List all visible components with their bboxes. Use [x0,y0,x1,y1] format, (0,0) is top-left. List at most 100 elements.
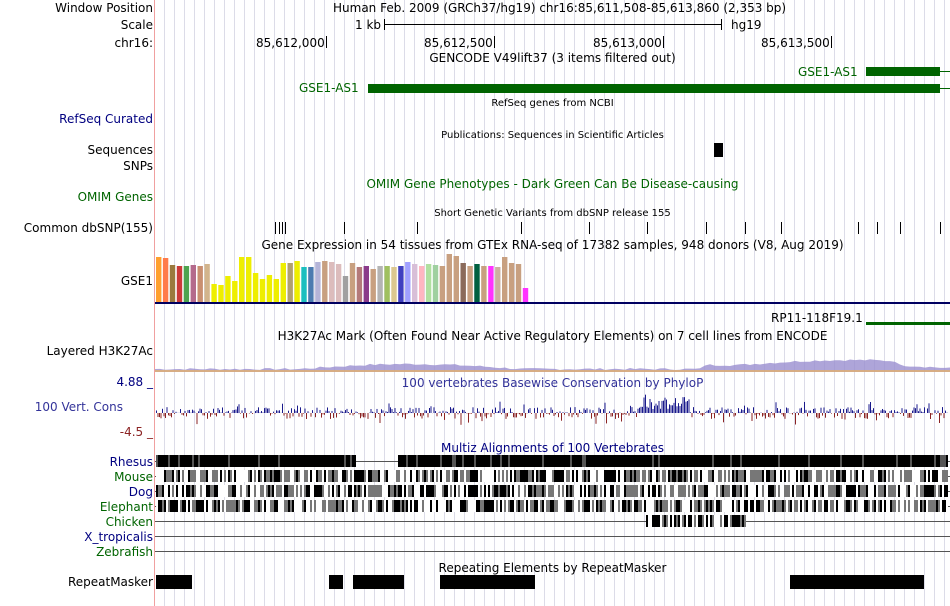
species-label-mouse[interactable]: Mouse [114,470,153,484]
phylop-bar [669,404,670,413]
species-label-x-tropicalis[interactable]: X_tropicalis [84,530,153,544]
phylop-bar [682,397,684,413]
phylop-bar [187,410,189,413]
alignment-block [910,500,912,512]
gtex-gene-label[interactable]: GSE1 [120,274,153,288]
gene-label-gse1-as1[interactable]: GSE1-AS1 [798,65,858,79]
alignment-block [686,470,688,482]
alignment-block [612,455,614,467]
gencode-track-title[interactable]: GENCODE V49lift37 (3 items filtered out) [429,51,676,65]
sequences-track-label[interactable]: Sequences [87,143,153,157]
alignment-block [740,470,742,482]
species-label-zebrafish[interactable]: Zebrafish [96,545,153,559]
alignment-block [792,455,794,467]
dbsnp-track-label[interactable]: Common dbSNP(155) [23,221,153,235]
alignment-block [876,485,878,497]
alignment-block [290,470,292,482]
alignment-block [854,455,856,467]
alignment-block [650,470,652,482]
alignment-block [928,485,930,497]
alignment-block [736,455,738,467]
alignment-block [260,485,262,497]
phylop-bar [370,409,372,414]
phylop-bar [403,413,405,415]
alignment-block [808,500,810,512]
phylop-bar [585,409,586,414]
alignment-block [392,500,394,512]
phylop-bar [213,408,214,414]
alignment-block [396,470,398,482]
conservation-track-label[interactable]: 100 Vert. Cons [34,400,123,414]
phylop-bar [306,413,307,419]
species-label-chicken[interactable]: Chicken [105,515,153,529]
rp11-gene-label[interactable]: RP11-118F19.1 [771,311,863,325]
multiz-track-title[interactable]: Multiz Alignments of 100 Vertebrates [440,441,665,455]
alignment-block [416,455,418,467]
h3k27ac-track-label[interactable]: Layered H3K27Ac [46,344,153,358]
alignment-block [670,500,672,512]
omim-track-title[interactable]: OMIM Gene Phenotypes - Dark Green Can Be… [366,177,739,191]
repeatmasker-track-title[interactable]: Repeating Elements by RepeatMasker [438,561,667,575]
phylop-bar [906,409,907,413]
alignment-block [408,500,410,512]
phylop-bar [799,408,801,414]
alignment-block [780,470,782,482]
alignment-block [514,470,516,482]
alignment-block [776,455,778,467]
refseq-track-title[interactable]: RefSeq genes from NCBI [491,98,614,109]
gtex-tissue-bar [246,257,252,302]
alignment-block [698,485,700,497]
publications-track-title[interactable]: Publications: Sequences in Scientific Ar… [441,130,664,141]
alignment-block [460,485,462,497]
alignment-block [166,500,168,512]
alignment-block [538,500,540,512]
alignment-block [452,470,454,482]
alignment-block [500,455,502,467]
alignment-block [174,470,176,482]
alignment-block [348,485,350,497]
phylop-bar [711,413,712,419]
gtex-tissue-bar [405,262,411,302]
refseq-track-label[interactable]: RefSeq Curated [59,112,153,126]
alignment-block [942,470,944,482]
alignment-block [728,455,730,467]
alignment-block [290,485,292,497]
gtex-tissue-bar [481,266,487,302]
alignment-block [430,485,432,497]
phylop-bar [469,413,471,414]
alignment-block [864,455,866,467]
alignment-block [852,485,854,497]
alignment-block [258,485,260,497]
h3k27ac-track-title[interactable]: H3K27Ac Mark (Often Found Near Active Re… [277,329,828,343]
publication-sequence-item[interactable] [714,143,723,157]
species-label-rhesus[interactable]: Rhesus [109,455,153,469]
omim-track-label[interactable]: OMIM Genes [77,190,153,204]
snps-track-label[interactable]: SNPs [123,159,153,173]
alignment-block [584,470,586,482]
alignment-block [410,485,412,497]
phylop-bar [618,413,619,418]
alignment-block [474,485,476,497]
dbsnp-track-title[interactable]: Short Genetic Variants from dbSNP releas… [434,208,671,219]
phylop-bar [805,409,807,414]
alignment-block [254,500,256,512]
alignment-block [294,455,296,467]
alignment-block [180,500,182,512]
species-label-elephant[interactable]: Elephant [99,500,153,514]
gene-label-gse1-as1[interactable]: GSE1-AS1 [299,81,359,95]
alignment-block [688,500,690,512]
alignment-block [578,455,580,467]
alignment-block [856,455,858,467]
repeatmasker-track-label[interactable]: RepeatMasker [67,575,153,589]
gtex-track-title[interactable]: Gene Expression in 54 tissues from GTEx … [261,238,844,252]
phylop-bar [679,406,681,413]
alignment-block [830,500,832,512]
phylop-bar [238,404,240,414]
gtex-tissue-bar [495,267,501,302]
alignment-block [616,455,618,467]
conservation-track-title[interactable]: 100 vertebrates Basewise Conservation by… [401,376,704,390]
phylop-bar [409,407,411,414]
alignment-block [560,455,562,467]
species-label-dog[interactable]: Dog [128,485,153,499]
alignment-block [566,485,568,497]
